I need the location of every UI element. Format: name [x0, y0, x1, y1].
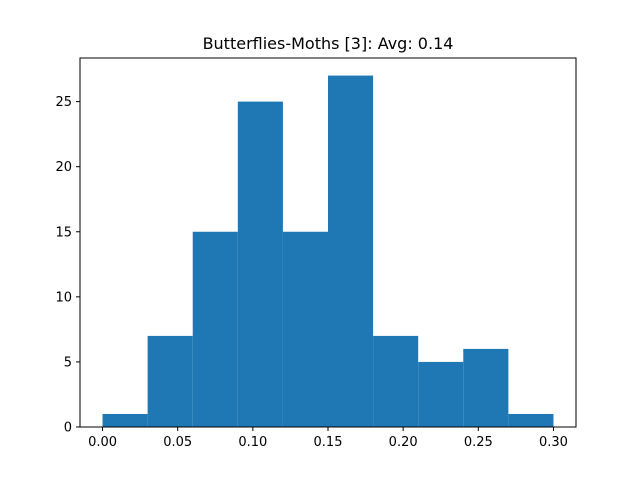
y-tick-label: 25 [55, 95, 72, 110]
histogram-bar [328, 75, 374, 428]
histogram-bar [282, 231, 328, 427]
x-tick-label: 0.15 [314, 435, 343, 450]
x-tick-label: 0.30 [539, 435, 568, 450]
x-tick-label: 0.20 [389, 435, 418, 450]
x-tick-label: 0.05 [163, 435, 192, 450]
chart-title: Butterflies-Moths [3]: Avg: 0.14 [203, 34, 454, 53]
histogram-bar [418, 361, 464, 427]
histogram-bar [102, 413, 148, 427]
histogram-bar [237, 101, 283, 427]
y-tick-label: 15 [55, 225, 72, 240]
x-tick-label: 0.25 [464, 435, 493, 450]
y-tick-label: 5 [64, 355, 72, 370]
x-tick-label: 0.00 [88, 435, 117, 450]
axes-layer: 0.00 0.05 0.10 0.15 0.20 0.25 0.30 0 5 10 15 20 25 [55, 57, 577, 450]
y-tick-label: 10 [55, 290, 72, 305]
histogram-bar [508, 413, 554, 427]
histogram-bar [147, 335, 193, 427]
histogram-bar [463, 348, 509, 427]
histogram-bar [192, 231, 238, 427]
bars-layer [102, 75, 554, 428]
y-tick-label: 0 [64, 421, 72, 436]
y-tick-label: 20 [55, 160, 72, 175]
histogram-bar [373, 335, 419, 427]
x-tick-label: 0.10 [238, 435, 267, 450]
